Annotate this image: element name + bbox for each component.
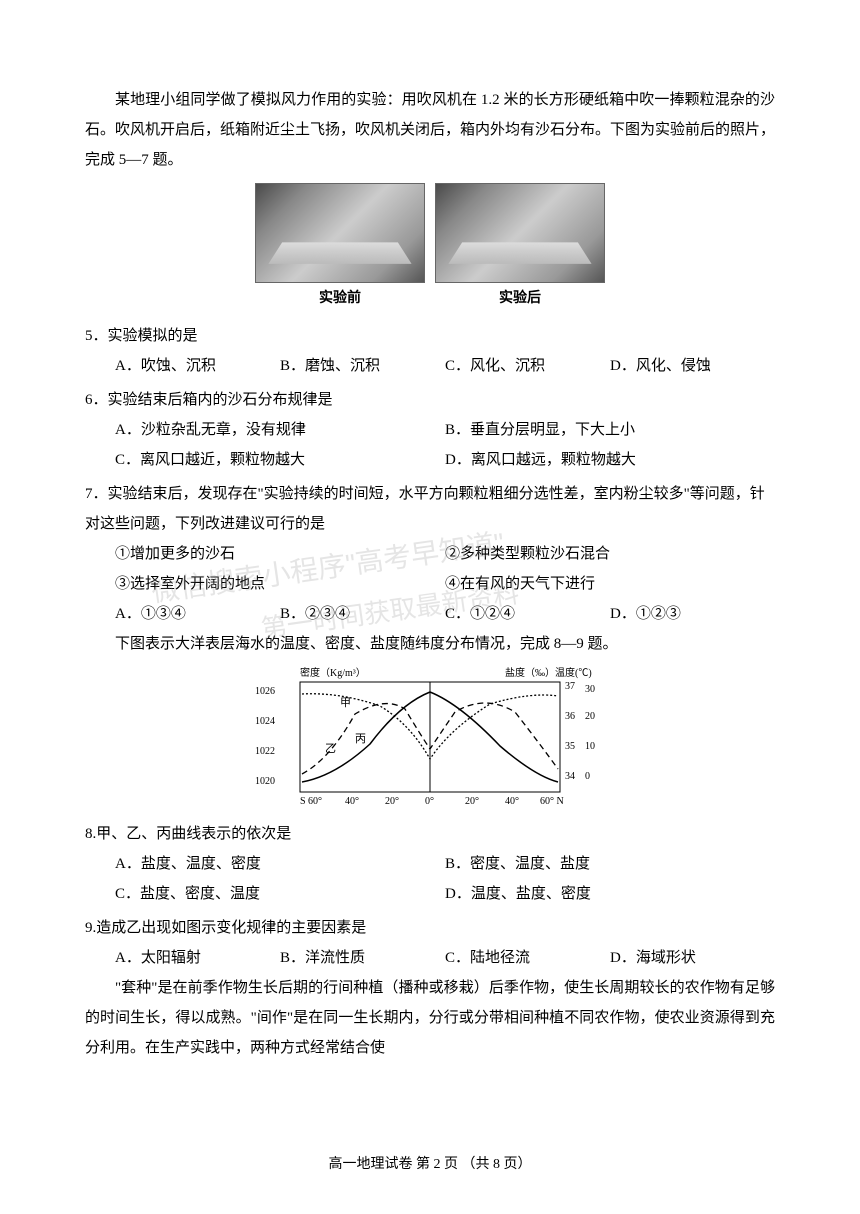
q8-option-c: C．盐度、密度、温度 [115,879,445,909]
ltick-1022: 1022 [255,746,275,757]
experiment-before-image [255,183,425,283]
label-yi: 乙 [325,742,336,755]
q6-option-c: C．离风口越近，颗粒物越大 [115,445,445,475]
q7-option-b: B．②③④ [280,599,445,629]
page-footer: 高一地理试卷 第 2 页 （共 8 页） [0,1151,860,1179]
xtick-20n: 20° [465,796,479,807]
figure-before: 实验前 [255,183,425,313]
intro-paragraph: 某地理小组同学做了模拟风力作用的实验：用吹风机在 1.2 米的长方形硬纸箱中吹一… [85,85,775,175]
rtemp-20: 20 [585,711,595,722]
q9-option-b: B．洋流性质 [280,943,445,973]
rtick-36: 36 [565,711,575,722]
question-8: 8.甲、乙、丙曲线表示的依次是 A．盐度、温度、密度 B．密度、温度、盐度 C．… [85,819,775,909]
q8-option-a: A．盐度、温度、密度 [115,849,445,879]
question-7: 7．实验结束后，发现存在"实验持续的时间短，水平方向颗粒粗细分选性差，室内粉尘较… [85,479,775,629]
experiment-after-image [435,183,605,283]
q7-sub-items: ①增加更多的沙石 ②多种类型颗粒沙石混合 ③选择室外开阔的地点 ④在有风的天气下… [85,539,775,599]
q9-option-c: C．陆地径流 [445,943,610,973]
q6-option-d: D．离风口越远，颗粒物越大 [445,445,775,475]
question-9: 9.造成乙出现如图示变化规律的主要因素是 A．太阳辐射 B．洋流性质 C．陆地径… [85,913,775,973]
caption-after: 实验后 [435,285,605,313]
context-10: "套种"是在前季作物生长后期的行间种植（播种或移栽）后季作物，使生长周期较长的农… [85,973,775,1063]
q9-options: A．太阳辐射 B．洋流性质 C．陆地径流 D．海域形状 [85,943,775,973]
xtick-40n: 40° [505,796,519,807]
rtick-34: 34 [565,771,575,782]
ltick-1024: 1024 [255,716,275,727]
q6-options: A．沙粒杂乱无章，没有规律 B．垂直分层明显，下大上小 C．离风口越近，颗粒物越… [85,415,775,475]
rtick-37: 37 [565,681,575,692]
q7-item1: ①增加更多的沙石 [115,539,445,569]
q7-stem: 7．实验结束后，发现存在"实验持续的时间短，水平方向颗粒粗细分选性差，室内粉尘较… [85,479,775,539]
q8-option-d: D．温度、盐度、密度 [445,879,775,909]
rtemp-0: 0 [585,771,590,782]
right-axis-label: 盐度（‰）温度(℃) [505,666,592,679]
figure-experiment: 实验前 实验后 [85,183,775,313]
q5-option-d: D．风化、侵蚀 [610,351,775,381]
label-jia: 甲 [340,697,351,709]
q9-option-d: D．海域形状 [610,943,775,973]
q7-option-d: D．①②③ [610,599,775,629]
question-5: 5．实验模拟的是 A．吹蚀、沉积 B．磨蚀、沉积 C．风化、沉积 D．风化、侵蚀 [85,321,775,381]
q7-item3: ③选择室外开阔的地点 [115,569,445,599]
q5-option-b: B．磨蚀、沉积 [280,351,445,381]
q5-option-a: A．吹蚀、沉积 [115,351,280,381]
ocean-chart: 密度（Kg/m³） 盐度（‰）温度(℃) 1026 1024 1022 1020… [240,664,620,814]
rtick-35: 35 [565,741,575,752]
ocean-chart-container: 密度（Kg/m³） 盐度（‰）温度(℃) 1026 1024 1022 1020… [85,664,775,814]
rtemp-30: 30 [585,684,595,695]
xtick-40s: 40° [345,796,359,807]
q6-option-b: B．垂直分层明显，下大上小 [445,415,775,445]
rtemp-10: 10 [585,741,595,752]
figure-after: 实验后 [435,183,605,313]
label-bing: 丙 [355,733,366,745]
question-6: 6．实验结束后箱内的沙石分布规律是 A．沙粒杂乱无章，没有规律 B．垂直分层明显… [85,385,775,475]
xtick-20s: 20° [385,796,399,807]
q8-option-b: B．密度、温度、盐度 [445,849,775,879]
ltick-1026: 1026 [255,686,275,697]
q5-stem: 5．实验模拟的是 [85,321,775,351]
q9-option-a: A．太阳辐射 [115,943,280,973]
q8-options: A．盐度、温度、密度 B．密度、温度、盐度 C．盐度、密度、温度 D．温度、盐度… [85,849,775,909]
q5-option-c: C．风化、沉积 [445,351,610,381]
q7-item2: ②多种类型颗粒沙石混合 [445,539,775,569]
q7-option-a: A．①③④ [115,599,280,629]
q7-options: A．①③④ B．②③④ C．①②④ D．①②③ [85,599,775,629]
xtick-0: 0° [425,796,434,807]
q5-options: A．吹蚀、沉积 B．磨蚀、沉积 C．风化、沉积 D．风化、侵蚀 [85,351,775,381]
q8-stem: 8.甲、乙、丙曲线表示的依次是 [85,819,775,849]
left-axis-label: 密度（Kg/m³） [300,666,366,679]
q9-stem: 9.造成乙出现如图示变化规律的主要因素是 [85,913,775,943]
q6-option-a: A．沙粒杂乱无章，没有规律 [115,415,445,445]
caption-before: 实验前 [255,285,425,313]
context-8-9: 下图表示大洋表层海水的温度、密度、盐度随纬度分布情况，完成 8—9 题。 [85,629,775,659]
xtick-s60: S 60° [300,796,322,807]
q7-item4: ④在有风的天气下进行 [445,569,775,599]
ltick-1020: 1020 [255,776,275,787]
xtick-60n: 60° N [540,796,564,807]
q7-option-c: C．①②④ [445,599,610,629]
q6-stem: 6．实验结束后箱内的沙石分布规律是 [85,385,775,415]
